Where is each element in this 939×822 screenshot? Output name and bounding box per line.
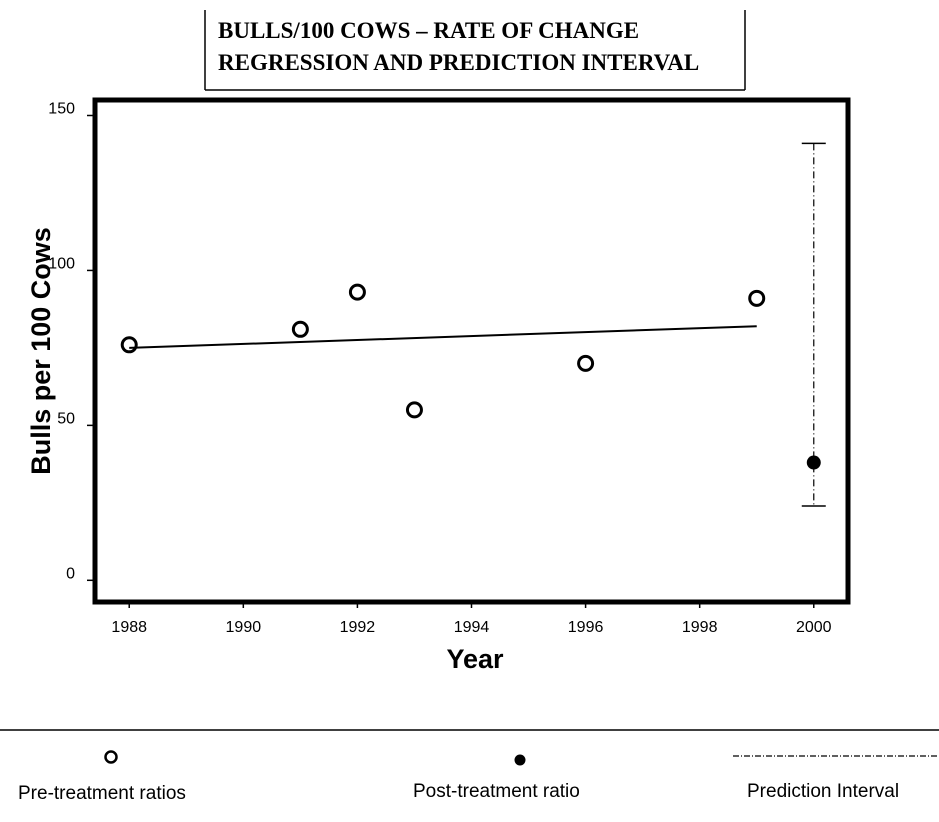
x-axis-label: Year: [446, 644, 504, 674]
y-tick-label: 50: [57, 410, 75, 427]
pre-treatment-point: [348, 283, 366, 301]
legend-label-prediction-interval: Prediction Interval: [747, 781, 899, 802]
x-tick-label: 1990: [226, 619, 262, 636]
x-tick-label: 1996: [568, 619, 604, 636]
pre-treatment-point: [748, 289, 766, 307]
title-box: BULLS/100 COWS – RATE OF CHANGE REGRESSI…: [204, 10, 746, 91]
y-tick-label: 150: [48, 100, 75, 117]
pre-treatment-point: [120, 336, 138, 354]
legend-label-post-treatment: Post-treatment ratio: [413, 781, 580, 802]
y-axis-ticks: 0 50 100 150: [48, 100, 95, 582]
legend-marker-post-treatment: [514, 754, 526, 766]
regression-line: [129, 325, 757, 349]
plot-frame: [92, 97, 851, 605]
x-tick-label: 1998: [682, 619, 718, 636]
x-tick-label: 1992: [340, 619, 376, 636]
x-tick-label: 1988: [111, 619, 147, 636]
x-axis-ticks: 1988 1990 1992 1994 1996 1998 2000: [111, 602, 832, 636]
legend: Pre-treatment ratios Post-treatment rati…: [0, 729, 939, 804]
x-tick-label: 1994: [454, 619, 490, 636]
y-tick-label: 100: [48, 255, 75, 272]
legend-marker-pre-treatment: [104, 750, 118, 764]
post-treatment-point: [806, 455, 821, 470]
chart-title-line1: BULLS/100 COWS – RATE OF CHANGE: [218, 18, 639, 43]
pre-treatment-point: [577, 354, 595, 372]
pre-treatment-point: [405, 401, 423, 419]
x-tick-label: 2000: [796, 619, 832, 636]
y-tick-label: 0: [66, 565, 75, 582]
data-marks: [120, 142, 826, 507]
legend-label-pre-treatment: Pre-treatment ratios: [18, 783, 186, 804]
chart-title-line2: REGRESSION AND PREDICTION INTERVAL: [218, 50, 699, 75]
pre-treatment-point: [291, 320, 309, 338]
y-axis-label: Bulls per 100 Cows: [26, 227, 56, 475]
